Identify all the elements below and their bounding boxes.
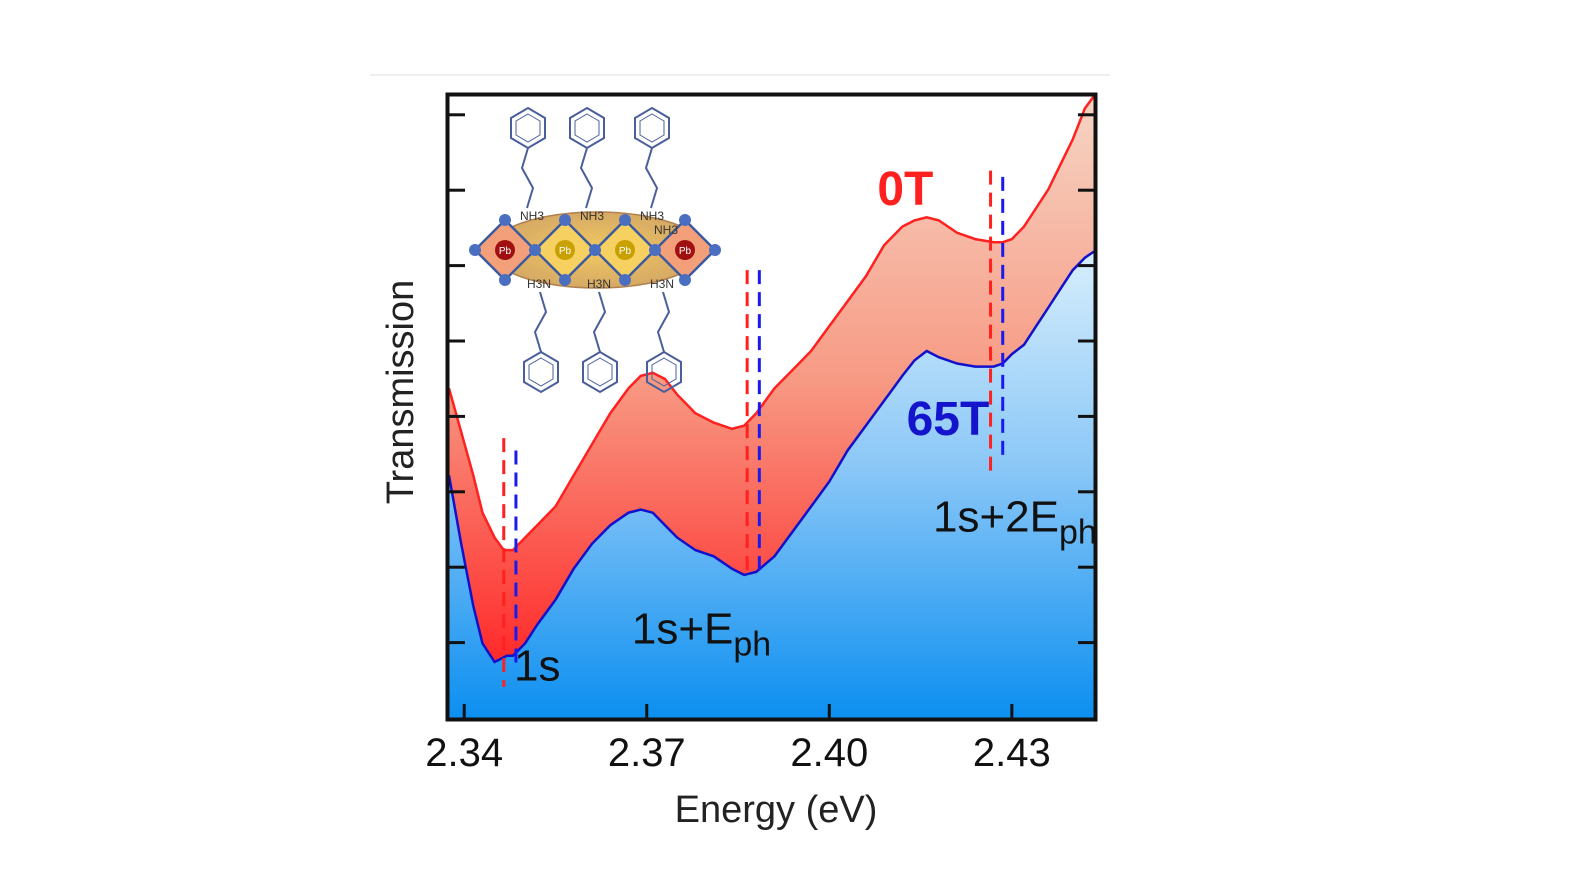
series-label-0t: 0T xyxy=(877,163,933,216)
x-tick-label-4: 2.43 xyxy=(973,731,1051,775)
series-0t-fill xyxy=(449,96,1094,662)
phenyl-chain-bottom-2 xyxy=(582,291,618,394)
phenyl-chain-bottom-1 xyxy=(523,291,559,394)
amine-label-6: H3N xyxy=(587,277,611,291)
y-axis-ticks xyxy=(449,113,1094,645)
annotation-1s-plus-2eph: 1s+2Eph xyxy=(933,492,1097,551)
pb-label-1: Pb xyxy=(499,246,512,257)
plot-frame xyxy=(445,92,1098,722)
amine-label-4: NH3 xyxy=(654,223,678,237)
annotation-1s-main: 1s xyxy=(514,642,560,691)
plot-area xyxy=(449,96,1094,718)
pb-atoms: Pb Pb Pb Pb xyxy=(495,240,695,260)
amine-label-5: H3N xyxy=(527,277,551,291)
annotation-1s-plus-eph: 1s+Eph xyxy=(632,604,771,663)
x-tick-label-1: 2.34 xyxy=(425,731,503,775)
series-65t-fill xyxy=(449,251,1094,718)
molecular-structure-inset: Pb Pb Pb Pb NH3 NH3 NH3 NH3 H3N H3N H3N xyxy=(469,106,721,394)
amine-label-3: NH3 xyxy=(640,209,664,223)
annotation-1s-plus-eph-main: 1s+E xyxy=(632,604,734,653)
energy-markers xyxy=(502,170,1005,687)
amine-label-7: H3N xyxy=(650,277,674,291)
series-0t-line xyxy=(449,96,1094,552)
pb-label-3: Pb xyxy=(619,246,632,257)
phenyl-chain-top-3 xyxy=(634,106,670,209)
series-label-65t: 65T xyxy=(907,393,990,446)
amine-label-2: NH3 xyxy=(580,209,604,223)
phenyl-chain-top-2 xyxy=(569,106,605,209)
x-axis-title: Energy (eV) xyxy=(675,789,878,831)
pb-label-4: Pb xyxy=(679,246,692,257)
halide-atoms xyxy=(469,214,721,286)
annotation-1s-plus-eph-subscript: ph xyxy=(733,625,771,663)
annotation-1s-plus-2eph-subscript: ph xyxy=(1059,513,1097,551)
series-65t-line xyxy=(449,250,1094,664)
x-tick-label-3: 2.40 xyxy=(790,731,868,775)
annotation-1s-plus-2eph-main: 1s+2E xyxy=(933,492,1059,541)
x-tick-label-2: 2.37 xyxy=(608,731,686,775)
phenyl-chain-top-1 xyxy=(510,106,546,209)
top-border-line xyxy=(370,74,1110,76)
amine-labels: NH3 NH3 NH3 NH3 H3N H3N H3N xyxy=(520,209,678,291)
annotation-1s: 1s xyxy=(514,642,560,691)
pb-label-2: Pb xyxy=(559,246,572,257)
y-axis-title: Transmission xyxy=(380,280,422,505)
x-axis-ticks: 2.34 2.37 2.40 2.43 xyxy=(425,704,1051,775)
phenyl-chain-bottom-3 xyxy=(646,291,682,394)
amine-label-1: NH3 xyxy=(520,209,544,223)
